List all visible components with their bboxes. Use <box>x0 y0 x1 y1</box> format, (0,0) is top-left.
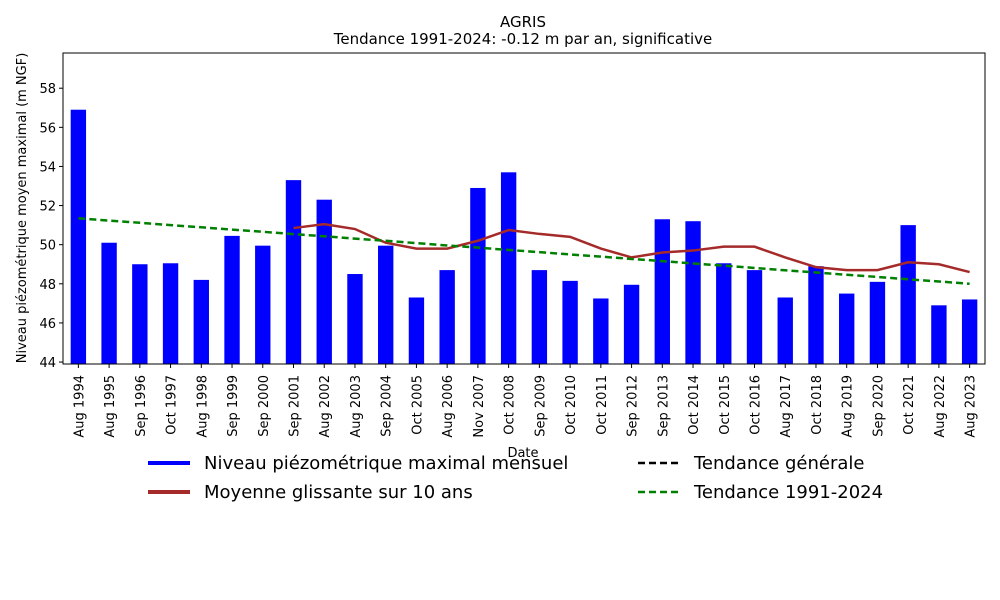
x-tick-label: Aug 2002 <box>318 375 333 438</box>
legend-label: Niveau piézométrique maximal mensuel <box>204 453 568 474</box>
x-tick-label: Oct 2011 <box>595 375 610 435</box>
x-tick-label: Oct 2010 <box>564 375 579 435</box>
line <box>293 222 970 274</box>
bar <box>593 298 609 364</box>
x-axis-label: Date <box>507 446 538 461</box>
bar <box>101 242 117 364</box>
x-tick-label: Sep 1999 <box>226 375 241 437</box>
bar <box>193 279 209 364</box>
x-tick-label: Oct 2015 <box>718 375 733 435</box>
x-tick-label: Sep 2013 <box>656 375 671 437</box>
x-tick-label: Sep 2020 <box>871 375 886 437</box>
x-tick-label: Aug 2006 <box>441 375 456 438</box>
bar <box>255 245 271 364</box>
x-tick-label: Sep 2012 <box>626 375 641 437</box>
y-tick-label: 58 <box>39 82 56 97</box>
x-tick-label: Sep 2001 <box>288 375 303 437</box>
x-tick-label: Aug 2019 <box>841 375 856 438</box>
x-tick-label: Oct 2008 <box>503 375 518 435</box>
chart-subtitle: Tendance 1991-2024: -0.12 m par an, sign… <box>333 30 712 48</box>
y-tick-label: 54 <box>39 160 56 175</box>
y-tick-label: 44 <box>39 356 56 371</box>
bar <box>900 225 916 364</box>
legend-label: Tendance 1991-2024 <box>693 482 883 503</box>
bar <box>623 284 640 364</box>
bar <box>470 187 486 364</box>
line <box>78 217 970 286</box>
x-tick-label: Oct 1997 <box>165 375 180 435</box>
bar <box>224 235 240 364</box>
bar <box>931 305 947 364</box>
bar <box>132 264 148 364</box>
bar <box>500 172 517 364</box>
x-tick-label: Oct 2014 <box>687 375 702 435</box>
bar <box>839 293 855 364</box>
bar <box>439 270 455 364</box>
bar <box>316 199 332 364</box>
x-tick-label: Aug 1994 <box>72 375 87 438</box>
plot-frame <box>62 52 986 365</box>
x-tick-label: Aug 1995 <box>103 375 118 438</box>
x-tick-label: Aug 2023 <box>964 375 979 438</box>
bar <box>961 299 978 364</box>
x-tick-label: Oct 2021 <box>902 375 917 435</box>
bar <box>408 297 425 364</box>
x-tick-label: Aug 2022 <box>933 375 948 438</box>
y-tick-label: 50 <box>39 239 56 254</box>
legend-label: Moyenne glissante sur 10 ans <box>204 482 473 503</box>
x-tick-label: Aug 2017 <box>779 375 794 438</box>
bar <box>70 109 87 364</box>
bar <box>531 270 548 364</box>
chart-title: AGRIS <box>500 13 546 31</box>
bar <box>654 219 670 364</box>
y-tick-label: 52 <box>39 200 56 215</box>
bar <box>162 263 179 364</box>
x-tick-label: Sep 2000 <box>257 375 272 437</box>
x-tick-label: Oct 2005 <box>410 375 425 435</box>
x-tick-label: Sep 2009 <box>533 375 548 437</box>
bar <box>746 270 763 364</box>
bar <box>808 266 824 364</box>
bar <box>777 297 793 364</box>
x-tick-label: Aug 2003 <box>349 375 364 438</box>
bar <box>685 221 701 364</box>
bar <box>562 280 578 364</box>
y-tick-label: 56 <box>39 121 56 136</box>
bar <box>285 180 302 364</box>
bar <box>347 274 363 364</box>
y-tick-label: 48 <box>39 278 56 293</box>
y-tick-label: 46 <box>39 317 56 332</box>
x-tick-label: Sep 2004 <box>380 375 395 437</box>
bar <box>378 245 394 364</box>
bar <box>716 263 732 364</box>
x-tick-label: Nov 2007 <box>472 375 487 438</box>
x-tick-label: Oct 2018 <box>810 375 825 435</box>
bar <box>869 281 886 364</box>
x-tick-label: Aug 1998 <box>195 375 210 438</box>
x-tick-label: Sep 1996 <box>134 375 149 437</box>
y-axis-label: Niveau piézométrique moyen maximal (m NG… <box>15 53 30 364</box>
x-tick-label: Oct 2016 <box>749 375 764 435</box>
legend-label: Tendance générale <box>693 453 864 474</box>
